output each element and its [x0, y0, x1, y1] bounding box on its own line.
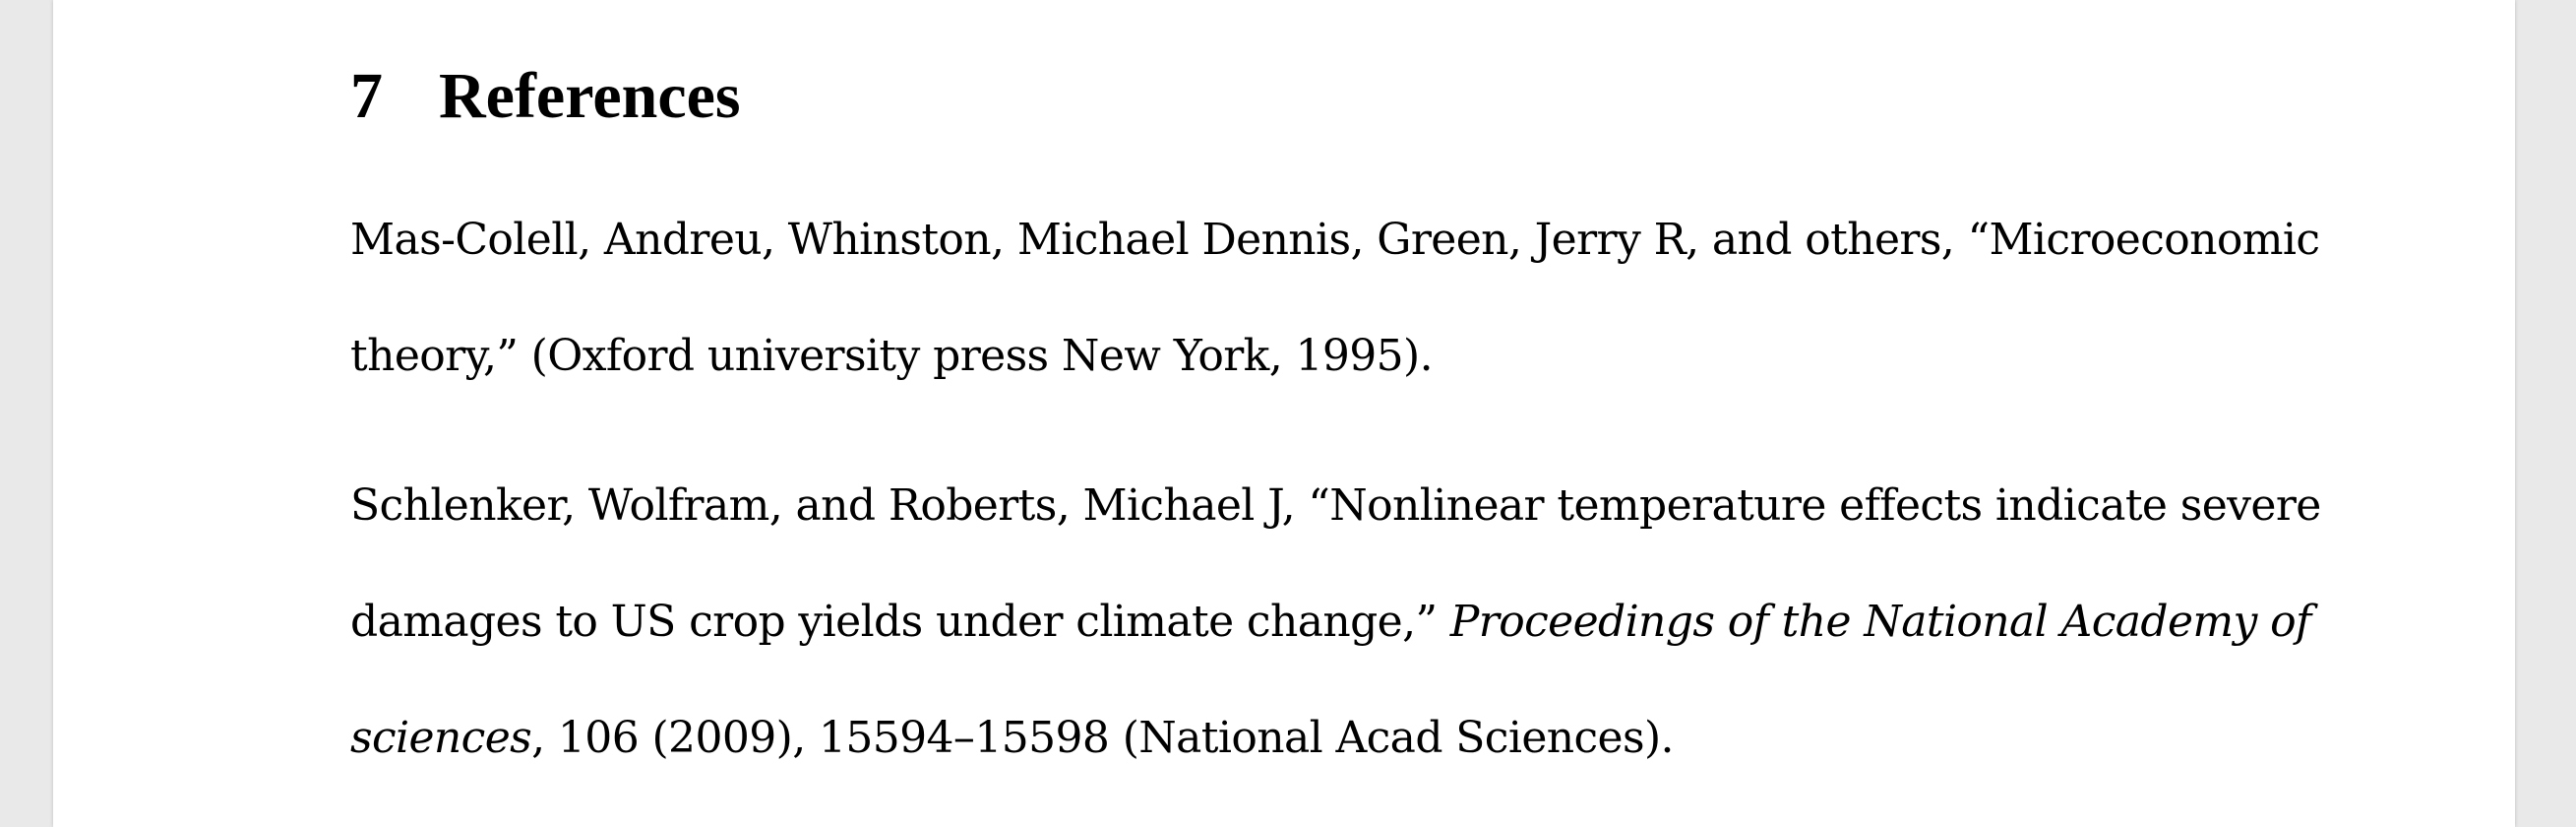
reference-1-line-2: theory,” (Oxford university press New Yo…	[350, 331, 1434, 381]
reference-2-journal: Proceedings of the National Academy of	[1449, 597, 2312, 647]
section-number: 7	[350, 60, 383, 132]
document-page: 7 References Mas-Colell, Andreu, Whinston…	[53, 0, 2515, 827]
reference-2-line-2: damages to US crop yields under climate …	[350, 593, 2311, 652]
reference-2-journal-cont: sciences	[350, 713, 532, 763]
reference-2-line-3: sciences, 106 (2009), 15594–15598 (Natio…	[350, 709, 1675, 768]
section-heading: 7 References	[350, 57, 741, 136]
reference-2-details: , 106 (2009), 15594–15598 (National Acad…	[531, 713, 1674, 763]
reference-2-line-1: Schlenker, Wolfram, and Roberts, Michael…	[350, 480, 2321, 531]
section-title: References	[439, 60, 741, 132]
reference-2-text: damages to US crop yields under climate …	[350, 597, 1450, 647]
reference-1-line-1: Mas-Colell, Andreu, Whinston, Michael De…	[350, 215, 2320, 265]
